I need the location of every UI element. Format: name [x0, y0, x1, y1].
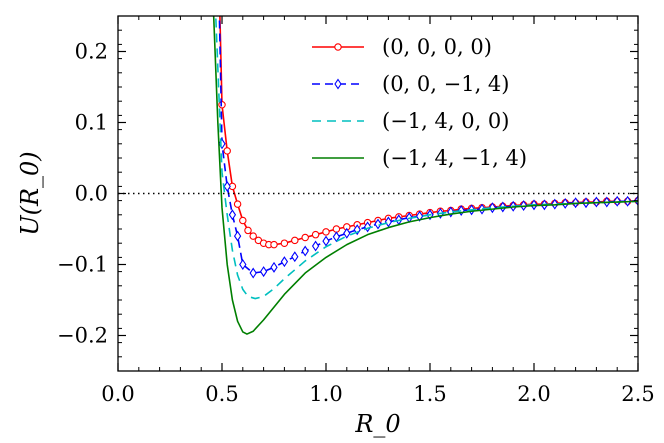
series-0-marker [280, 239, 289, 247]
series-1-marker [280, 256, 289, 268]
series-1-marker [249, 267, 257, 279]
series-1-marker [332, 231, 341, 243]
x-axis-label-text: R_0 [354, 410, 400, 438]
series-0-marker [301, 233, 309, 242]
legend-label-3: (−1, 4, −1, 4) [382, 146, 527, 170]
series-1-marker [322, 235, 330, 247]
x-tick-label: 0.0 [101, 382, 134, 406]
legend: (0, 0, 0, 0) (0, 0, −1, 4) (−1, 4, 0, 0) (−… [312, 35, 527, 170]
series-1-marker [374, 218, 382, 230]
y-tick-label: 0.1 [75, 111, 108, 135]
series-1-marker [311, 240, 320, 252]
series-0-marker [233, 200, 242, 208]
series-line-3 [212, 16, 638, 335]
series-1-marker [415, 210, 424, 222]
legend-marker-0 [334, 43, 342, 51]
y-tick-label: 0.0 [75, 182, 108, 206]
series-0-marker [332, 225, 341, 233]
series-1-marker [228, 209, 237, 221]
series-1-marker [291, 251, 299, 263]
y-axis-label-text: U(R_0) [16, 151, 44, 235]
y-tick-label: −0.1 [57, 253, 108, 277]
legend-marker-1 [334, 78, 342, 90]
x-tick-label: 1.0 [309, 382, 342, 406]
series-1-marker [301, 245, 309, 257]
series-0-marker [249, 232, 257, 240]
legend-label-0: (0, 0, 0, 0) [382, 35, 492, 59]
y-tick-label: 0.2 [75, 40, 108, 64]
series-1-marker [223, 180, 231, 192]
series-1-marker [478, 203, 486, 215]
series-1-marker [270, 261, 278, 273]
series-1-marker [239, 259, 247, 270]
series-0-marker [239, 216, 247, 225]
series-1-marker [384, 216, 393, 228]
series-0-marker [270, 240, 278, 249]
x-tick-label: 0.5 [205, 382, 238, 406]
series-0-marker [311, 230, 320, 239]
ticks-layer: 0.0 0.5 1.0 1.5 2.0 2.5 −0.2 −0.1 0.0 0.1 0.2 [57, 15, 655, 406]
series-0-marker [223, 147, 231, 155]
series-0-marker [291, 236, 299, 245]
series-1-marker [218, 138, 226, 150]
series-1-marker [233, 230, 242, 242]
series-1-marker [343, 227, 351, 239]
x-tick-label: 2.0 [517, 382, 550, 406]
legend-label-1: (0, 0, −1, 4) [382, 72, 509, 96]
series-1-marker [259, 266, 268, 278]
y-tick-label: −0.2 [57, 324, 108, 348]
x-tick-label: 1.5 [413, 382, 446, 406]
y-axis-label: U(R_0) [16, 151, 44, 235]
x-tick-label: 2.5 [621, 382, 654, 406]
series-0-marker [322, 228, 330, 236]
series-0-marker [244, 226, 252, 235]
legend-label-2: (−1, 4, 0, 0) [382, 109, 509, 133]
x-axis-label: R_0 [354, 410, 400, 438]
